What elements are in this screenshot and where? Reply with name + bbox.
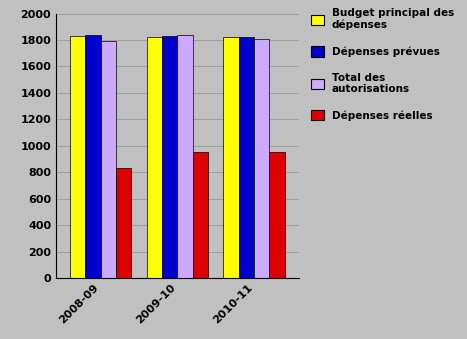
Bar [85,35,101,278]
Bar [193,153,208,278]
Bar [162,36,177,278]
Bar [177,35,193,278]
Bar [70,36,85,278]
Bar [147,37,162,278]
Bar [269,153,285,278]
Bar [254,39,269,278]
Legend: Budget principal des
dépenses, Dépenses prévues, Total des
autorisations, Dépens: Budget principal des dépenses, Dépenses … [311,8,454,121]
Bar [239,37,254,278]
Bar [224,37,239,278]
Bar [116,168,131,278]
Bar [101,41,116,278]
